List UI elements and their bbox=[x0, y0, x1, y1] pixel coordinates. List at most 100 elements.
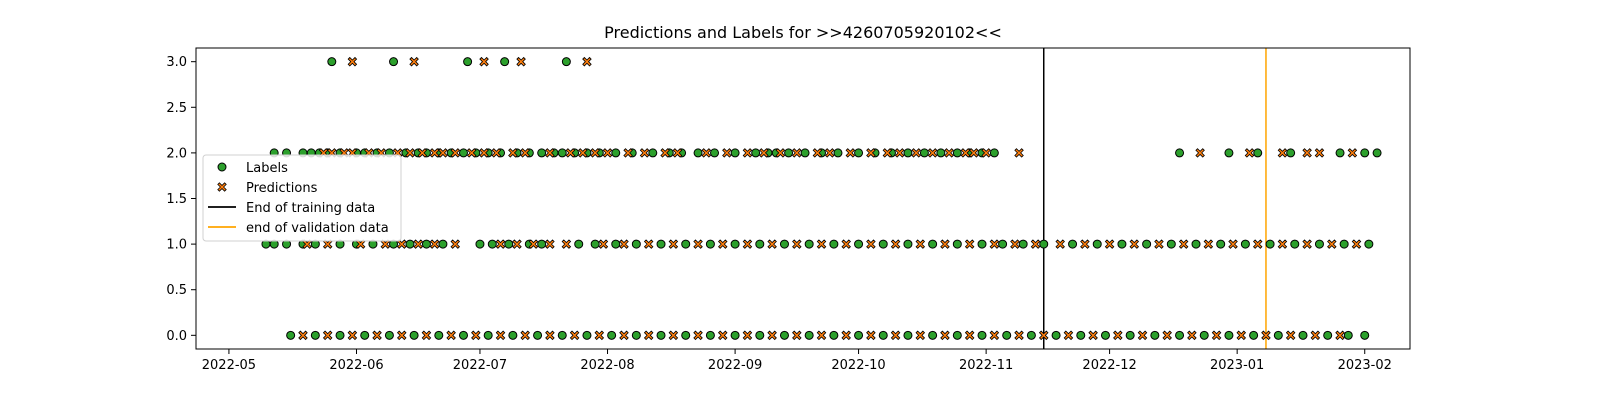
label-point-146 bbox=[1026, 330, 1036, 340]
prediction-point-57 bbox=[322, 239, 333, 249]
label-point-134 bbox=[730, 330, 740, 340]
prediction-point-77 bbox=[792, 239, 802, 249]
prediction-point-4 bbox=[582, 56, 592, 67]
x-tick-label-9: 2023-02 bbox=[1338, 358, 1392, 373]
label-point-41 bbox=[751, 148, 761, 158]
label-point-140 bbox=[878, 330, 888, 340]
prediction-point-78 bbox=[816, 239, 827, 249]
label-point-154 bbox=[1224, 330, 1234, 340]
prediction-point-58 bbox=[355, 239, 366, 249]
prediction-point-114 bbox=[619, 330, 629, 341]
prediction-point-99 bbox=[1327, 239, 1337, 249]
prediction-point-102 bbox=[322, 330, 333, 341]
prediction-point-94 bbox=[1203, 239, 1214, 249]
legend-label-2: End of training data bbox=[246, 201, 375, 216]
y-tick-label-4: 2.0 bbox=[166, 146, 187, 161]
prediction-point-33 bbox=[742, 148, 753, 158]
prediction-point-125 bbox=[890, 330, 901, 341]
y-tick-label-0: 0.0 bbox=[166, 329, 187, 344]
prediction-point-120 bbox=[767, 330, 777, 341]
prediction-point-108 bbox=[471, 330, 481, 341]
prediction-point-74 bbox=[717, 239, 728, 249]
prediction-point-106 bbox=[421, 330, 432, 341]
prediction-point-134 bbox=[1113, 330, 1123, 341]
prediction-point-133 bbox=[1088, 330, 1098, 341]
x-tick-label-7: 2022-12 bbox=[1082, 358, 1136, 373]
prediction-point-142 bbox=[1310, 330, 1321, 341]
reference-lines bbox=[1042, 48, 1267, 349]
prediction-point-44 bbox=[927, 148, 938, 158]
label-point-124 bbox=[483, 330, 493, 340]
label-point-99 bbox=[977, 239, 987, 249]
y-tick-label-6: 3.0 bbox=[166, 55, 187, 70]
label-point-108 bbox=[1191, 239, 1201, 249]
label-point-118 bbox=[335, 330, 345, 340]
prediction-point-104 bbox=[372, 330, 382, 341]
x-axis: 2022-05 2022-06 2022-07 2022-08 2022-09 2022-… bbox=[202, 349, 1392, 373]
legend: Labels Predictions End of training data end… bbox=[202, 154, 402, 242]
label-point-145 bbox=[1002, 330, 1012, 340]
label-point-107 bbox=[1166, 239, 1176, 249]
label-point-83 bbox=[590, 239, 600, 249]
prediction-point-115 bbox=[643, 330, 654, 341]
prediction-point-17 bbox=[466, 148, 477, 158]
prediction-point-73 bbox=[693, 239, 703, 249]
x-tick-label-5: 2022-10 bbox=[831, 358, 885, 373]
y-tick-label-1: 0.5 bbox=[166, 283, 187, 298]
prediction-point-66 bbox=[528, 239, 539, 249]
label-point-21 bbox=[458, 148, 468, 158]
label-point-2 bbox=[463, 57, 473, 67]
prediction-point-0 bbox=[347, 56, 358, 67]
prediction-point-109 bbox=[495, 330, 506, 341]
prediction-point-81 bbox=[890, 239, 901, 249]
prediction-point-100 bbox=[1351, 239, 1362, 249]
label-point-115 bbox=[1364, 239, 1374, 249]
label-point-27 bbox=[537, 148, 547, 158]
prediction-point-139 bbox=[1236, 330, 1247, 341]
y-tick-label-2: 1.0 bbox=[166, 238, 187, 253]
label-point-111 bbox=[1265, 239, 1275, 249]
prediction-point-136 bbox=[1162, 330, 1172, 341]
series-labels bbox=[261, 57, 1382, 340]
label-point-85 bbox=[631, 239, 641, 249]
prediction-point-30 bbox=[672, 148, 683, 158]
prediction-point-36 bbox=[792, 148, 802, 158]
label-point-81 bbox=[537, 239, 547, 249]
prediction-point-70 bbox=[619, 239, 629, 249]
prediction-point-27 bbox=[623, 148, 633, 158]
prediction-point-92 bbox=[1154, 239, 1164, 249]
prediction-point-40 bbox=[866, 148, 876, 158]
prediction-point-123 bbox=[841, 330, 851, 341]
label-point-122 bbox=[434, 330, 444, 340]
legend-marker-predictions bbox=[217, 182, 227, 192]
label-point-104 bbox=[1092, 239, 1102, 249]
label-point-157 bbox=[1298, 330, 1308, 340]
label-point-93 bbox=[829, 239, 839, 249]
label-point-155 bbox=[1249, 330, 1259, 340]
label-point-4 bbox=[561, 57, 571, 67]
prediction-point-21 bbox=[520, 148, 530, 158]
label-point-147 bbox=[1051, 330, 1061, 340]
prediction-point-140 bbox=[1261, 330, 1271, 341]
label-point-61 bbox=[1286, 148, 1296, 158]
prediction-point-41 bbox=[882, 148, 893, 158]
prediction-point-35 bbox=[775, 148, 786, 158]
label-point-114 bbox=[1339, 239, 1349, 249]
prediction-point-103 bbox=[347, 330, 358, 341]
prediction-point-32 bbox=[722, 148, 732, 158]
prediction-point-117 bbox=[693, 330, 703, 341]
label-point-78 bbox=[487, 239, 497, 249]
prediction-point-121 bbox=[792, 330, 802, 341]
prediction-point-19 bbox=[491, 148, 502, 158]
prediction-point-34 bbox=[759, 148, 769, 158]
prediction-point-141 bbox=[1285, 330, 1296, 341]
prediction-point-118 bbox=[717, 330, 728, 341]
label-point-87 bbox=[681, 239, 691, 249]
label-point-136 bbox=[779, 330, 789, 340]
x-tick-label-8: 2023-01 bbox=[1210, 358, 1264, 373]
label-point-150 bbox=[1125, 330, 1135, 340]
x-tick-label-6: 2022-11 bbox=[959, 358, 1013, 373]
prediction-point-3 bbox=[516, 56, 526, 67]
label-point-35 bbox=[648, 148, 658, 158]
